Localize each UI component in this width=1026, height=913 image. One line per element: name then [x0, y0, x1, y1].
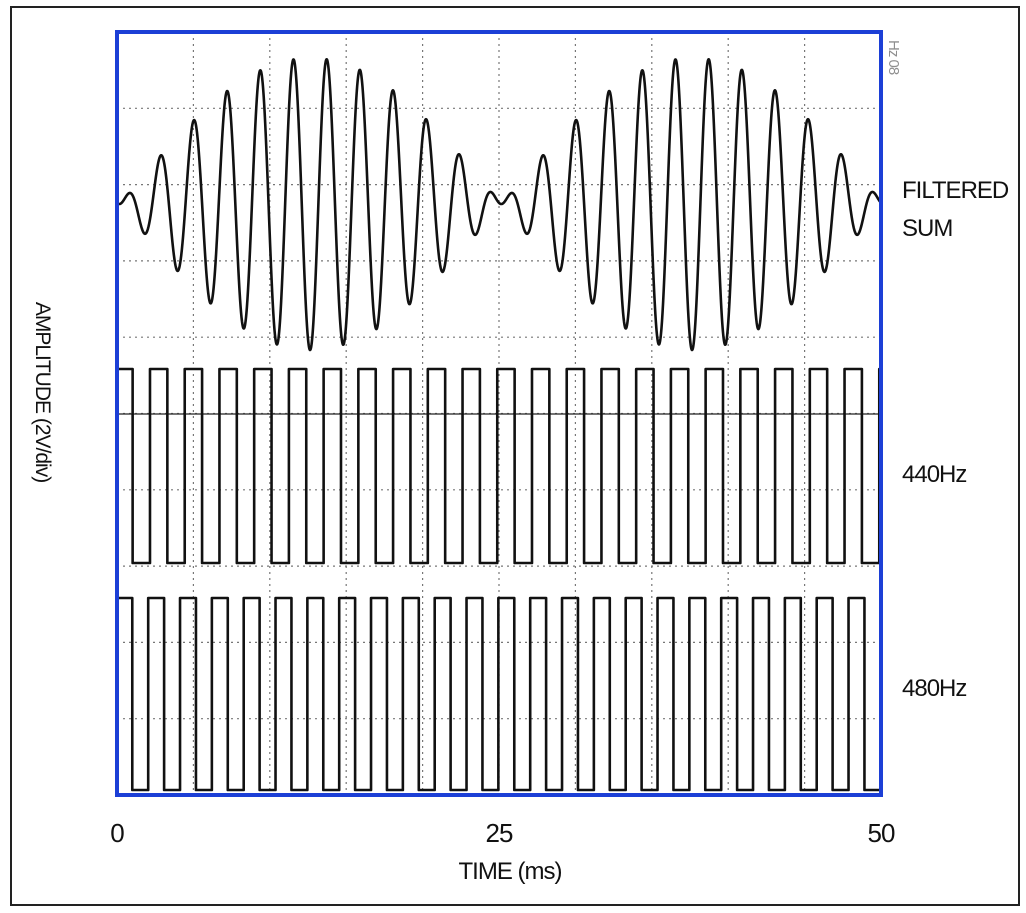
- filtered-sum-trace: [115, 57, 883, 352]
- partial-label: Hz 08: [885, 40, 902, 75]
- series-label-filtered-sum: FILTERED SUM: [902, 177, 1009, 242]
- square-wave-440hz-trace: [117, 367, 881, 565]
- x-axis-label: TIME (ms): [458, 858, 563, 885]
- x-tick-label: 50: [867, 818, 896, 848]
- square-wave-480hz-trace: [117, 596, 882, 792]
- series-label-480hz: 480Hz: [902, 675, 967, 702]
- x-tick-label: 0: [110, 818, 125, 848]
- plot-border: [115, 30, 883, 797]
- y-axis-label: AMPLITUDE (2V/div): [31, 301, 54, 483]
- x-tick-label: 25: [485, 818, 514, 848]
- series-label-440hz: 440Hz: [902, 461, 967, 488]
- traces: [115, 57, 883, 792]
